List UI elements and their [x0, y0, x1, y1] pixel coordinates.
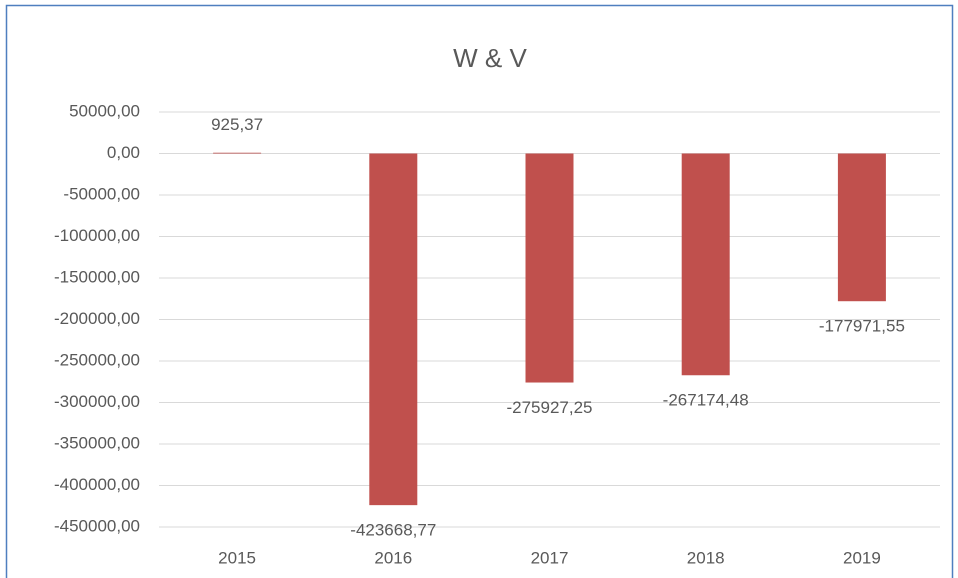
- y-tick-label: -350000,00: [54, 433, 140, 452]
- bar: [525, 153, 574, 383]
- x-tick-label: 2016: [374, 548, 412, 567]
- y-tick-label: -250000,00: [54, 350, 140, 369]
- data-label: -267174,48: [663, 391, 749, 410]
- data-label: -423668,77: [350, 521, 436, 540]
- y-tick-label: -50000,00: [63, 184, 140, 203]
- bar: [369, 153, 418, 506]
- y-tick-label: -300000,00: [54, 392, 140, 411]
- y-tick-label: -100000,00: [54, 226, 140, 245]
- chart-title: W & V: [453, 43, 527, 73]
- data-label: 925,37: [211, 115, 263, 134]
- x-tick-label: 2019: [843, 548, 881, 567]
- data-label: -177971,55: [819, 317, 905, 336]
- bar: [681, 153, 730, 376]
- y-tick-label: 0,00: [107, 143, 140, 162]
- y-tick-label: -150000,00: [54, 267, 140, 286]
- x-tick-label: 2015: [218, 548, 256, 567]
- y-tick-label: -400000,00: [54, 475, 140, 494]
- y-tick-label: 50000,00: [69, 101, 140, 120]
- bar: [837, 153, 886, 302]
- x-tick-label: 2018: [687, 548, 725, 567]
- bar: [213, 152, 262, 154]
- chart-frame: [5, 4, 954, 578]
- y-tick-label: -450000,00: [54, 516, 140, 535]
- x-tick-label: 2017: [531, 548, 569, 567]
- data-label: -275927,25: [506, 398, 592, 417]
- y-tick-label: -200000,00: [54, 309, 140, 328]
